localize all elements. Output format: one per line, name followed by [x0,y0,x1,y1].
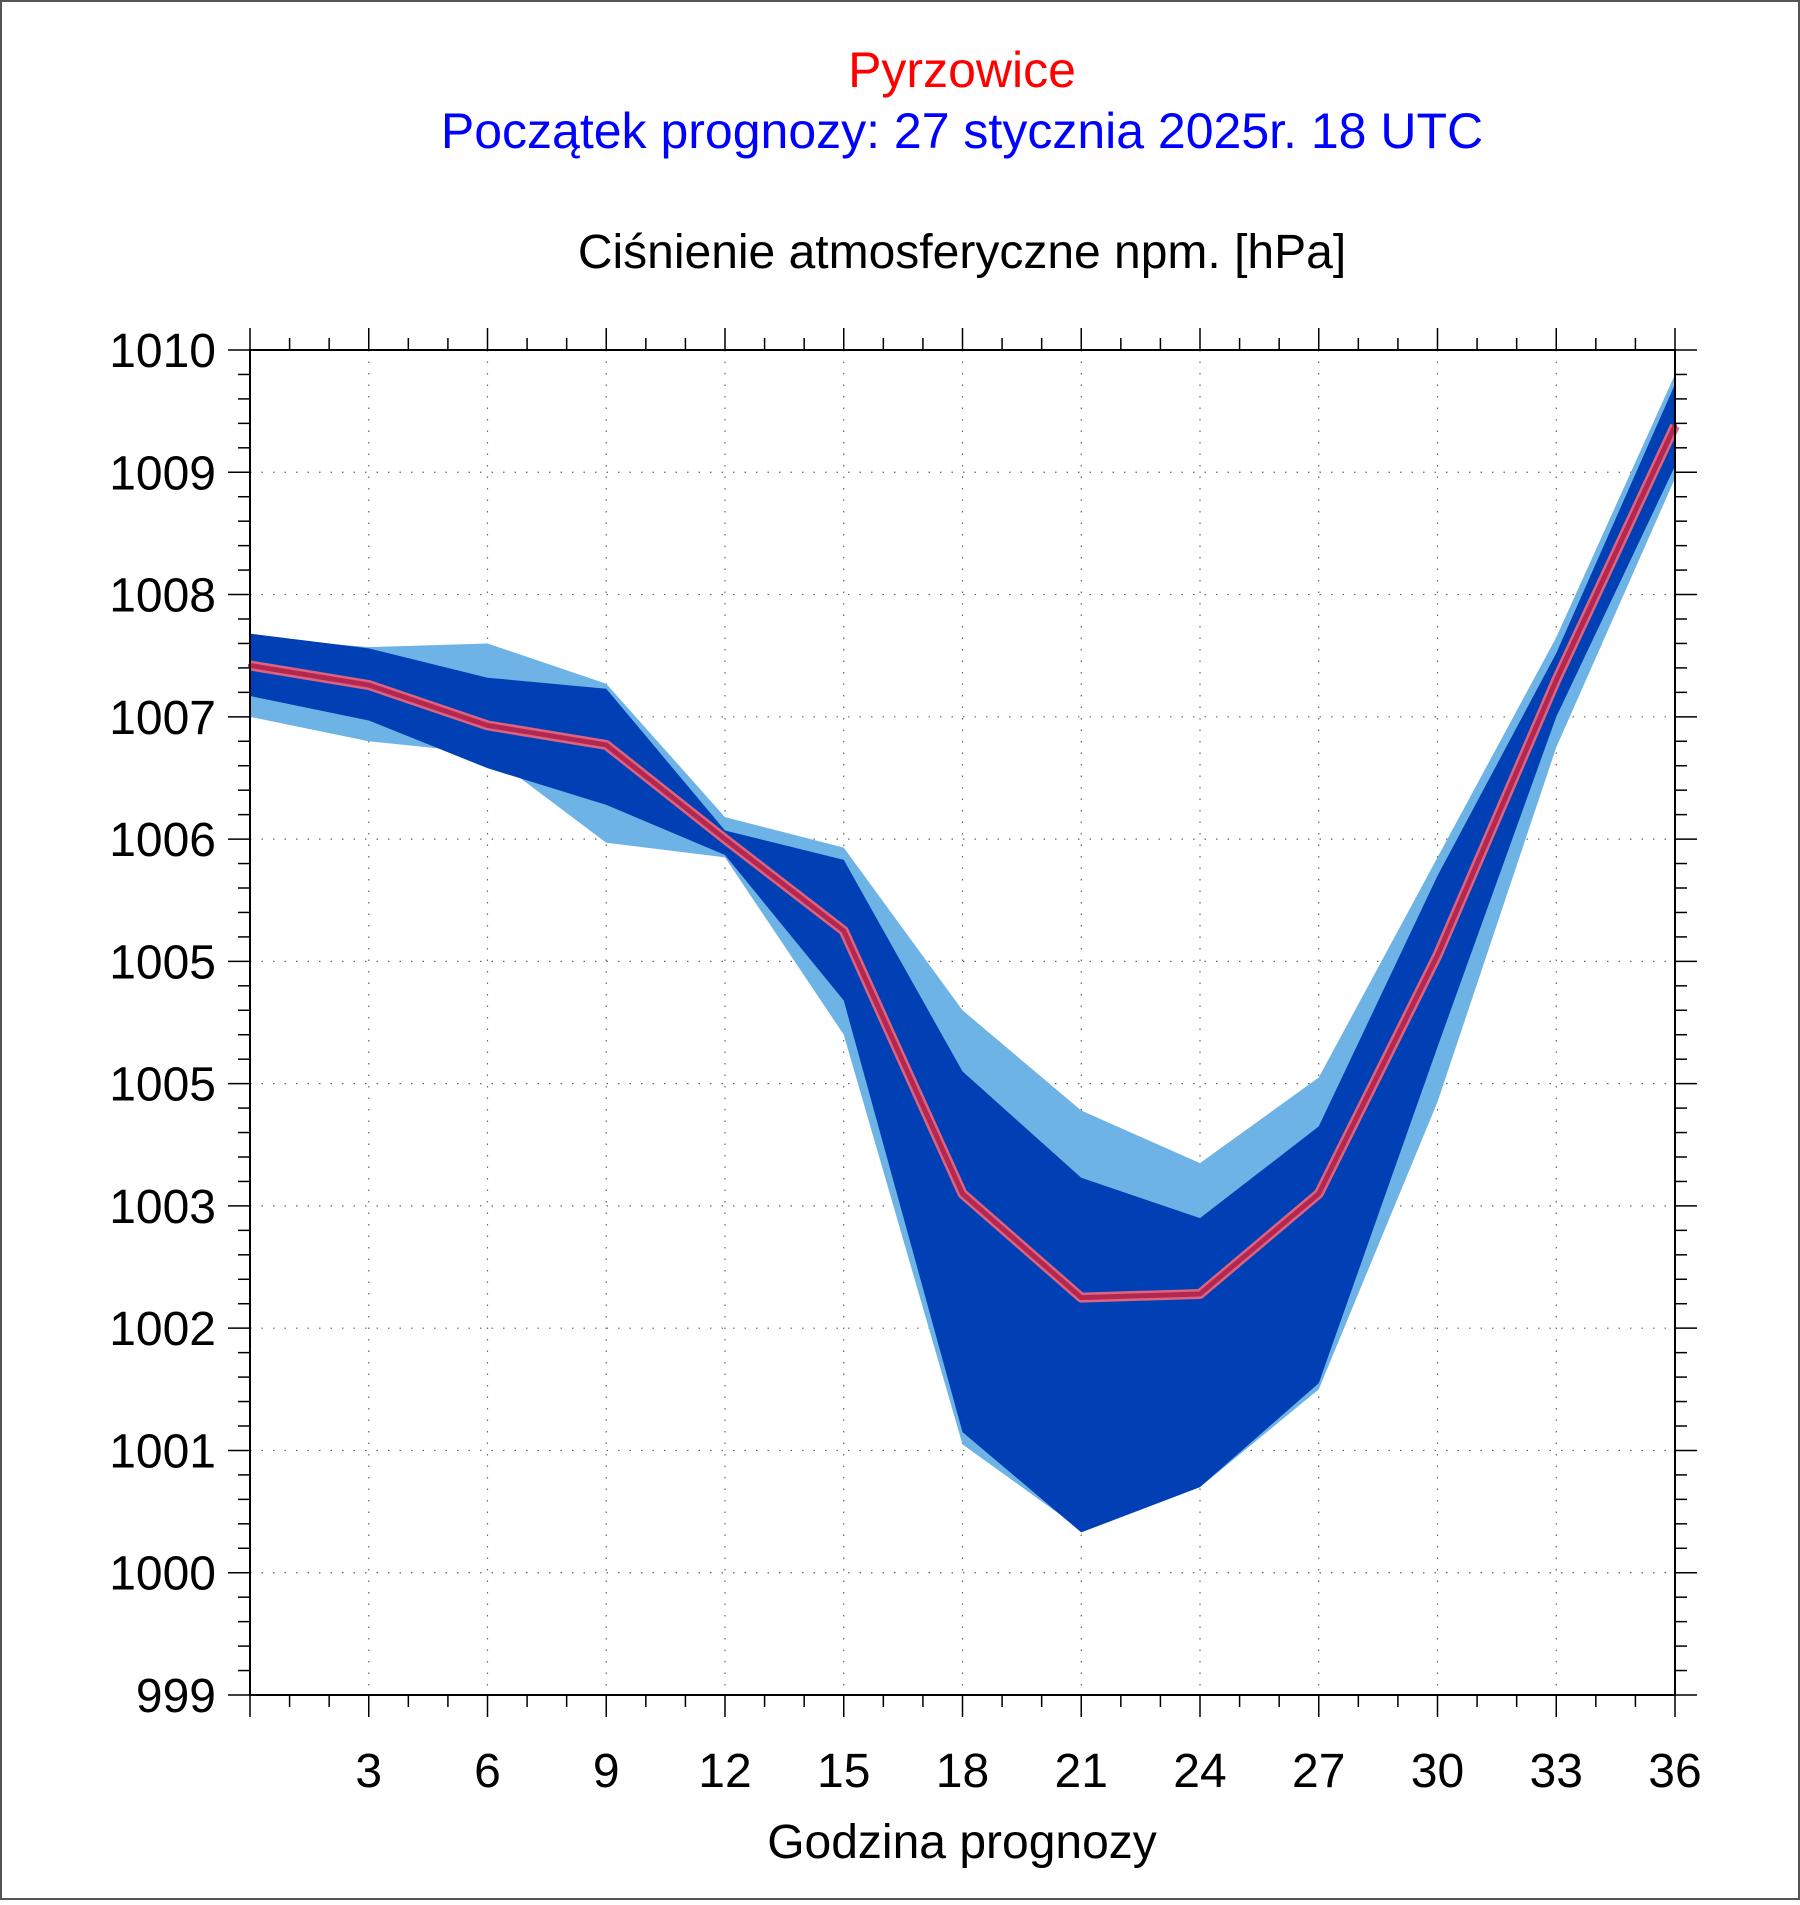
y-tick-label: 1001 [109,1425,216,1478]
x-tick-label: 15 [817,1745,870,1798]
y-tick-label: 1002 [109,1303,216,1356]
y-tick-label: 1010 [109,325,216,378]
y-tick-label: 1000 [109,1548,216,1601]
median-point [485,723,490,728]
y-axis-tick-labels: 999 1000 1001 1002 1003 1005 1005 1006 1007 1008 1… [109,325,216,1723]
x-tick-label: 36 [1648,1745,1701,1798]
median-point [960,1191,965,1196]
x-tick-label: 6 [474,1745,501,1798]
x-axis-title: Godzina prognozy [767,1816,1157,1869]
x-tick-label: 21 [1055,1745,1108,1798]
y-tick-label: 1009 [109,447,216,500]
median-point [604,742,609,747]
y-tick-label: 999 [136,1670,216,1723]
x-tick-label: 18 [936,1745,989,1798]
y-tick-label: 1005 [109,1059,216,1112]
y-tick-label: 1005 [109,936,216,989]
median-point [1079,1295,1084,1300]
ensemble-bands [250,374,1675,1533]
x-axis-tick-labels: 3 6 9 12 15 18 21 24 27 30 33 36 [355,1745,1701,1798]
median-point [841,928,846,933]
axis-ticks [228,328,1697,1717]
y-tick-label: 1008 [109,570,216,623]
median-point [1554,678,1559,683]
x-tick-label: 12 [698,1745,751,1798]
median-point [1316,1191,1321,1196]
forecast-start-subtitle: Początek prognozy: 27 stycznia 2025r. 18… [441,103,1483,159]
x-tick-label: 30 [1411,1745,1464,1798]
median-point [723,837,727,842]
x-tick-label: 24 [1173,1745,1226,1798]
x-tick-label: 33 [1530,1745,1583,1798]
station-title: Pyrzowice [848,42,1076,98]
median-series [248,423,1680,1303]
median-point [366,683,371,688]
y-tick-label: 1006 [109,814,216,867]
y-tick-label: 1007 [109,692,216,745]
x-tick-label: 3 [355,1745,382,1798]
x-tick-label: 9 [593,1745,620,1798]
chart-title: Ciśnienie atmosferyczne npm. [hPa] [578,226,1346,279]
median-point [1435,953,1440,958]
median-point [1198,1291,1202,1296]
inner-percentile-band [250,384,1675,1533]
x-tick-label: 27 [1292,1745,1345,1798]
y-tick-label: 1003 [109,1181,216,1234]
